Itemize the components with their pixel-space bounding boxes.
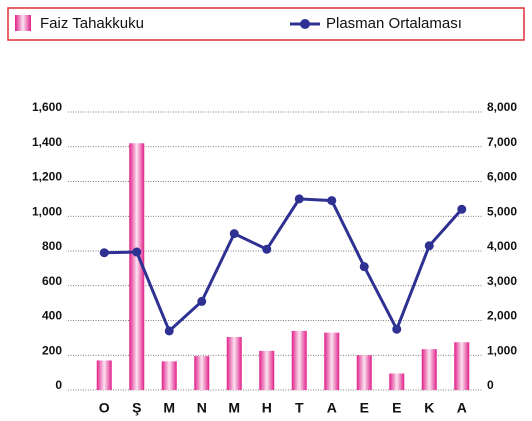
x-tick-label: H (262, 400, 272, 416)
line-marker (164, 326, 174, 336)
line (104, 197, 463, 334)
y2-tick-label: 5,000 (487, 204, 517, 218)
y-tick-label: 800 (42, 239, 62, 253)
bar (421, 349, 437, 390)
bar (194, 356, 210, 390)
line-marker (132, 247, 142, 257)
line-marker (457, 204, 467, 214)
y2-tick-label: 0 (487, 378, 494, 392)
bar (259, 350, 275, 390)
legend-swatch (15, 15, 31, 31)
y-tick-label: 1,000 (32, 204, 62, 218)
line-marker (99, 248, 109, 258)
x-tick-label: O (99, 400, 110, 416)
x-tick-label: M (228, 400, 240, 416)
x-tick-label: E (360, 400, 369, 416)
bar (129, 143, 145, 390)
line-marker (197, 296, 207, 306)
line-marker (359, 262, 369, 272)
bar (291, 330, 307, 390)
bar (324, 332, 340, 390)
y2-tick-label: 3,000 (487, 274, 517, 288)
bar (454, 342, 470, 390)
legend-label: Faiz Tahakkuku (40, 15, 144, 32)
x-tick-label: N (197, 400, 207, 416)
bar (356, 355, 372, 390)
y-tick-label: 400 (42, 309, 62, 323)
y2-tick-label: 1,000 (487, 343, 517, 357)
y2-tick-label: 6,000 (487, 170, 517, 184)
y-tick-label: 0 (55, 378, 62, 392)
bar (96, 360, 112, 390)
legend-marker (300, 19, 310, 29)
y-tick-label: 1,200 (32, 170, 62, 184)
y-tick-label: 1,600 (32, 100, 62, 114)
line-marker (294, 194, 304, 204)
bar (389, 373, 405, 390)
y2-tick-label: 2,000 (487, 309, 517, 323)
line-marker (424, 241, 434, 251)
y2-tick-label: 8,000 (487, 100, 517, 114)
bar (161, 361, 177, 390)
x-tick-label: M (163, 400, 175, 416)
line-marker (392, 324, 402, 334)
bar (226, 337, 242, 390)
x-tick-label: E (392, 400, 401, 416)
y2-tick-label: 4,000 (487, 239, 517, 253)
x-tick-label: Ş (132, 400, 141, 416)
line-marker (229, 229, 239, 239)
x-tick-label: T (295, 400, 304, 416)
y-tick-label: 600 (42, 274, 62, 288)
y-tick-label: 1,400 (32, 135, 62, 149)
x-tick-label: A (457, 400, 467, 416)
x-tick-label: A (327, 400, 337, 416)
line-marker (262, 244, 272, 254)
legend-box (7, 7, 525, 41)
line-marker (327, 196, 337, 206)
legend-label: Plasman Ortalaması (326, 15, 462, 32)
y-tick-label: 200 (42, 343, 62, 357)
x-tick-label: K (424, 400, 434, 416)
y2-tick-label: 7,000 (487, 135, 517, 149)
